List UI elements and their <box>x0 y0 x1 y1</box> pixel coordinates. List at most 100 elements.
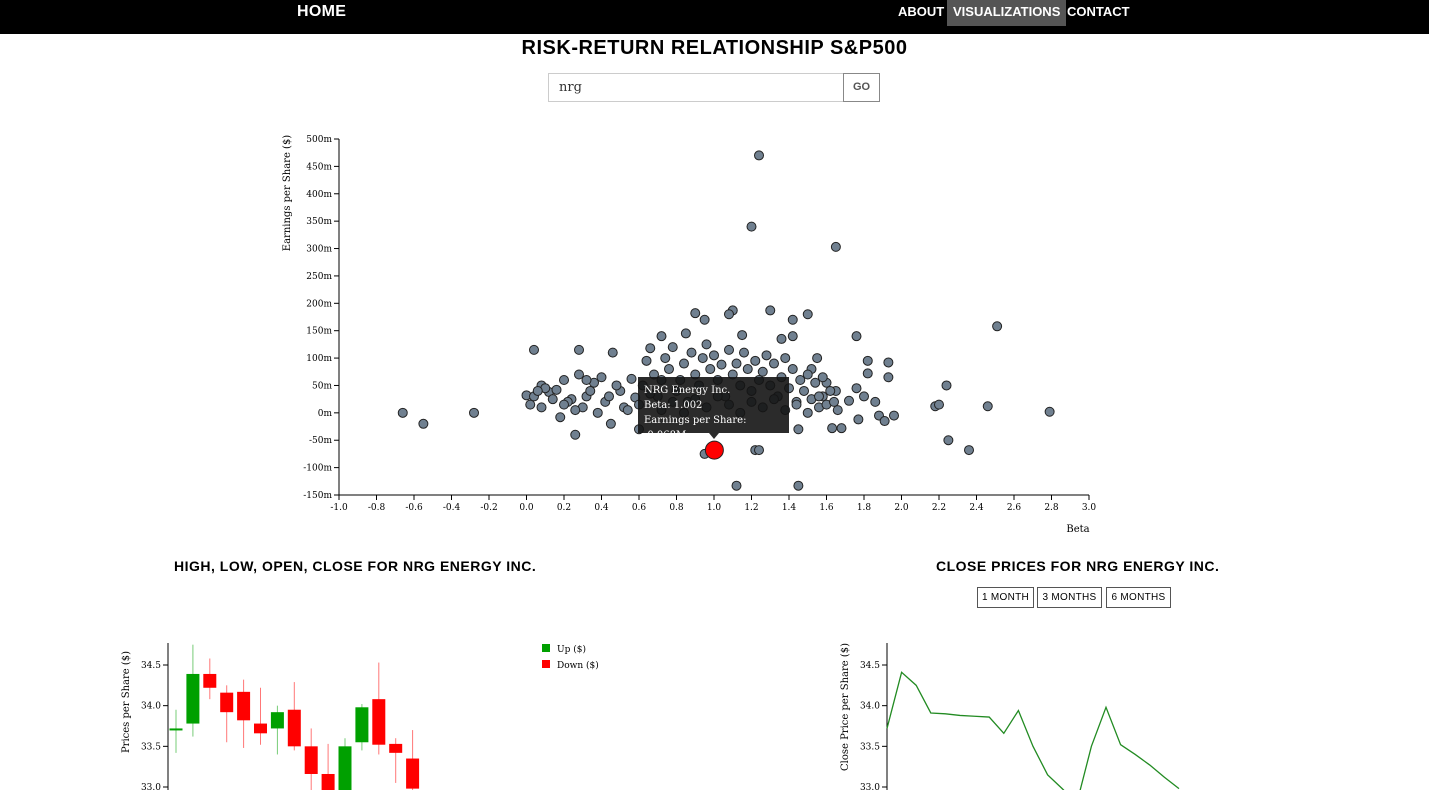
scatter-point <box>787 364 798 375</box>
go-button[interactable]: GO <box>843 73 880 102</box>
scatter-point <box>879 416 890 427</box>
point-tooltip: NRG Energy Inc. Beta: 1.002 Earnings per… <box>638 377 789 441</box>
scatter-point <box>709 350 719 361</box>
close-y-tick-label: 33.5 <box>860 742 880 752</box>
candle-y-tick-label: 33.0 <box>141 783 161 790</box>
scatter-point <box>943 435 954 446</box>
scatter-point <box>397 407 408 418</box>
scatter-point <box>737 330 748 341</box>
scatter-point <box>802 407 813 418</box>
scatter-point <box>551 384 562 395</box>
scatter-point <box>883 372 894 383</box>
scatter-point <box>746 221 757 232</box>
candle-down <box>304 746 318 774</box>
nav-contact[interactable]: CONTACT <box>1067 4 1130 19</box>
tooltip-arrow <box>709 433 719 439</box>
top-nav: HOME ABOUT VISUALIZATIONS CONTACT <box>0 0 1429 34</box>
scatter-y-tick-label: 0m <box>318 409 333 419</box>
range-6-months-button[interactable]: 6 MONTHS <box>1106 587 1171 608</box>
scatter-point <box>754 150 764 161</box>
scatter-point <box>941 380 952 391</box>
scatter-point <box>559 399 569 410</box>
close-price-line <box>886 671 1180 790</box>
scatter-y-tick-label: 150m <box>306 327 332 337</box>
scatter-point <box>585 385 596 396</box>
scatter-x-tick-label: 0.8 <box>669 503 684 513</box>
scatter-x-tick-label: -1.0 <box>330 503 348 513</box>
legend-up-swatch <box>542 644 550 652</box>
scatter-x-tick-label: -0.2 <box>480 503 497 513</box>
scatter-point <box>724 344 734 355</box>
scatter-point <box>547 394 558 405</box>
scatter-point <box>883 357 894 368</box>
scatter-point <box>641 355 652 366</box>
scatter-point <box>529 344 539 355</box>
candle-down <box>389 743 403 753</box>
close-y-axis-title: Close Price per Share ($) <box>840 643 851 771</box>
scatter-point <box>645 343 656 354</box>
scatter-point <box>825 385 836 396</box>
scatter-y-tick-label: 450m <box>306 162 332 172</box>
scatter-point <box>791 399 802 410</box>
scatter-x-tick-label: 1.6 <box>819 503 834 513</box>
nav-visualizations[interactable]: VISUALIZATIONS <box>947 0 1067 26</box>
scatter-point <box>574 344 584 355</box>
scatter-point <box>739 347 749 358</box>
scatter-point <box>765 305 776 316</box>
scatter-y-tick-label: 400m <box>306 190 332 200</box>
scatter-point <box>776 333 787 344</box>
scatter-point <box>964 445 974 456</box>
legend-down-swatch <box>542 660 550 668</box>
scatter-point <box>724 309 734 320</box>
scatter-point <box>851 331 862 342</box>
scatter-x-axis-title: Beta <box>1066 524 1089 535</box>
scatter-point <box>611 380 622 391</box>
range-3-months-button[interactable]: 3 MONTHS <box>1037 587 1102 608</box>
scatter-point <box>757 366 768 377</box>
scatter-point <box>810 377 821 388</box>
scatter-point <box>570 429 581 440</box>
candle-y-tick-label: 34.0 <box>141 702 161 712</box>
scatter-y-tick-label: 350m <box>306 217 332 227</box>
candle-up <box>338 746 352 790</box>
scatter-point <box>844 395 854 406</box>
scatter-point <box>731 358 742 369</box>
range-1-month-button[interactable]: 1 MONTH <box>977 587 1034 608</box>
page-title: RISK-RETURN RELATIONSHIP S&P500 <box>521 37 908 59</box>
close-price-chart: 34.5 34.0 33.5 33.0 Close Price per Share (… <box>840 643 1180 790</box>
scatter-point <box>889 410 899 421</box>
scatter-y-tick-label: -50m <box>309 436 332 446</box>
tooltip-name: NRG Energy Inc. <box>644 385 731 396</box>
scatter-point <box>780 353 791 364</box>
scatter-point <box>802 369 813 380</box>
scatter-y-tick-label: -100m <box>303 464 332 474</box>
scatter-point <box>836 423 847 434</box>
scatter-point <box>859 391 869 402</box>
scatter-point <box>795 374 806 385</box>
scatter-point <box>690 308 701 319</box>
candle-y-axis-title: Prices per Share ($) <box>121 651 132 753</box>
ohlc-title: HIGH, LOW, OPEN, CLOSE FOR NRG ENERGY IN… <box>174 558 537 574</box>
search-input[interactable] <box>548 73 844 102</box>
scatter-point <box>607 347 618 358</box>
scatter-y-tick-label: 500m <box>306 135 332 145</box>
candle-down <box>203 673 217 688</box>
home-link[interactable]: HOME <box>297 3 347 20</box>
candle-down <box>287 709 301 747</box>
scatter-point <box>812 353 823 364</box>
scatter-point <box>555 412 566 423</box>
scatter-point <box>829 396 839 407</box>
candle-down <box>321 773 335 790</box>
scatter-point <box>830 241 841 252</box>
scatter-point <box>660 353 671 364</box>
scatter-point <box>667 342 678 353</box>
nav-about[interactable]: ABOUT <box>898 4 945 19</box>
scatter-point <box>626 373 637 384</box>
scatter-point <box>787 331 798 342</box>
scatter-x-tick-label: 0.6 <box>632 503 647 513</box>
candle-up <box>270 712 284 729</box>
scatter-point <box>793 424 804 435</box>
scatter-x-tick-label: 2.2 <box>932 503 946 513</box>
scatter-point <box>934 399 944 410</box>
scatter-x-tick-label: 1.0 <box>707 503 722 513</box>
